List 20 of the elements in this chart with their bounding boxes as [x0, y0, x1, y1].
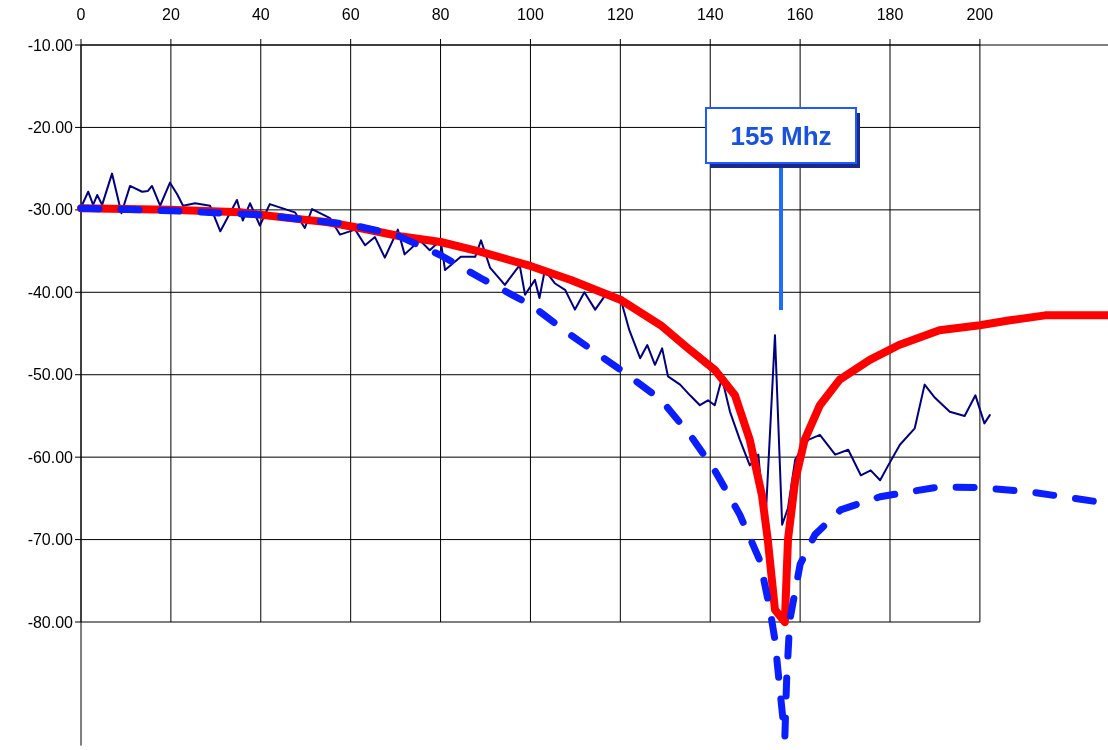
- y-tick-label: -80.00: [27, 613, 74, 631]
- x-tick-label: 40: [251, 6, 270, 23]
- x-tick-label: 180: [876, 6, 904, 23]
- x-tick-label: 120: [606, 6, 634, 23]
- x-tick-label: 100: [517, 6, 544, 23]
- x-tick-label: 140: [696, 6, 724, 23]
- x-tick-label: 20: [161, 6, 180, 23]
- x-tick-label: 0: [76, 6, 86, 23]
- x-tick-label: 160: [786, 6, 814, 23]
- y-tick-label: -20.00: [27, 119, 74, 137]
- x-tick-label: 200: [966, 6, 994, 23]
- y-tick-label: -50.00: [27, 366, 74, 384]
- y-tick-label: -60.00: [27, 448, 74, 466]
- annotation: 155 Mhz: [730, 120, 832, 151]
- y-tick-label: -70.00: [27, 531, 74, 549]
- x-tick-label: 80: [431, 6, 450, 23]
- x-tick-label: 60: [341, 6, 360, 23]
- y-tick-label: -30.00: [27, 201, 74, 219]
- y-tick-label: -40.00: [27, 283, 74, 301]
- y-tick-label: -10.00: [27, 36, 74, 54]
